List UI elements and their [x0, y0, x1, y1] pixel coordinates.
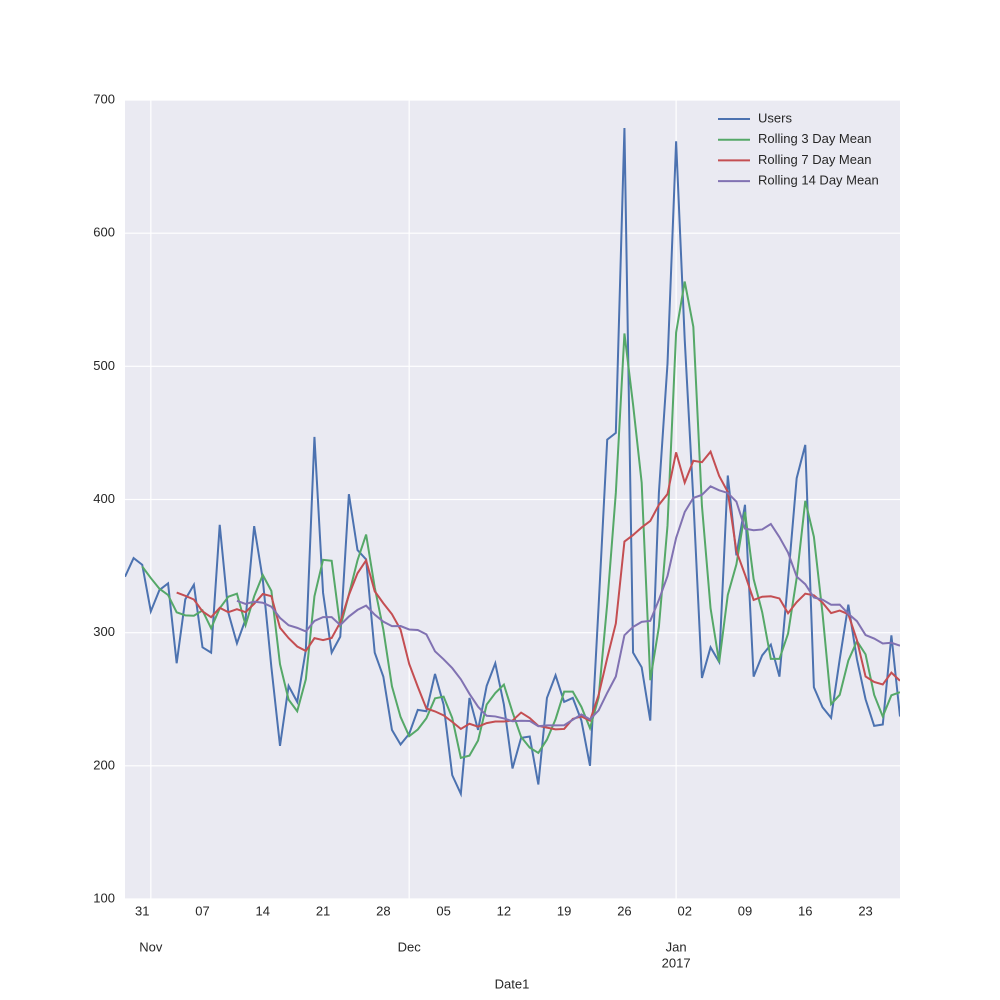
legend-label: Rolling 7 Day Mean [758, 152, 871, 167]
series-line [236, 485, 900, 728]
x-major-tick-label: Jan [666, 939, 687, 954]
x-major-tick-sublabel: 2017 [662, 955, 691, 970]
x-tick-label: 02 [677, 903, 691, 918]
series-line [125, 127, 900, 798]
x-tick-label: 09 [738, 903, 752, 918]
series-line [141, 281, 900, 760]
legend-label: Rolling 14 Day Mean [758, 173, 879, 188]
x-axis-label: Date1 [495, 976, 530, 991]
x-tick-label: 07 [195, 903, 209, 918]
y-tick-label: 200 [93, 757, 115, 772]
y-tick-label: 300 [93, 624, 115, 639]
legend-label: Users [758, 110, 792, 125]
x-major-tick-label: Nov [139, 939, 163, 954]
x-tick-label: 28 [376, 903, 390, 918]
legend-label: Rolling 3 Day Mean [758, 131, 871, 146]
y-tick-label: 100 [93, 890, 115, 905]
x-tick-label: 16 [798, 903, 812, 918]
y-tick-label: 700 [93, 91, 115, 106]
x-tick-label: 19 [557, 903, 571, 918]
x-tick-label: 31 [135, 903, 149, 918]
y-tick-label: 400 [93, 491, 115, 506]
x-tick-label: 21 [316, 903, 330, 918]
x-tick-label: 23 [858, 903, 872, 918]
x-tick-label: 12 [497, 903, 511, 918]
x-major-tick-label: Dec [398, 939, 422, 954]
x-tick-label: 05 [436, 903, 450, 918]
x-tick-label: 14 [256, 903, 270, 918]
x-tick-label: 26 [617, 903, 631, 918]
y-tick-label: 600 [93, 225, 115, 240]
y-tick-label: 500 [93, 358, 115, 373]
